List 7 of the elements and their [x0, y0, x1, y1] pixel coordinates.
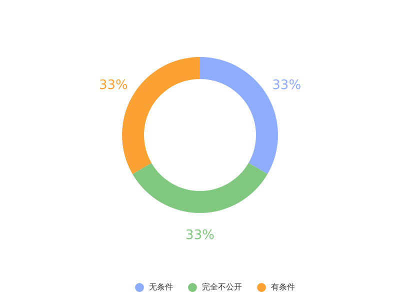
donut-slice: [132, 163, 268, 213]
legend-label: 完全不公开: [202, 282, 242, 292]
data-label: 33%: [186, 228, 214, 243]
legend-label: 无条件: [149, 282, 173, 292]
data-label: 33%: [98, 78, 128, 93]
legend-label: 有条件: [271, 282, 295, 292]
data-label: 33%: [272, 78, 302, 93]
